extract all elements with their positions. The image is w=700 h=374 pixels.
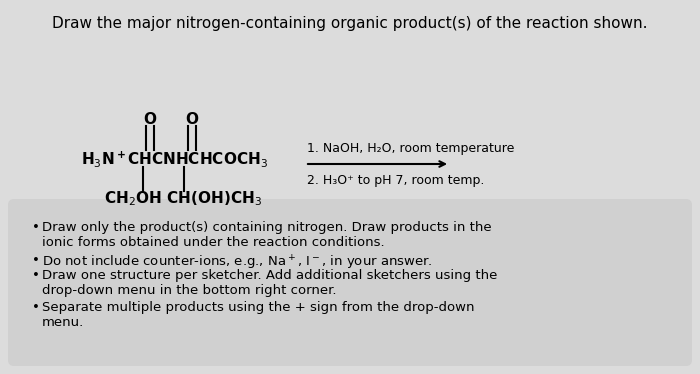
Text: H$_3$N$\mathregular{^+}$CHCNHCHCOCH$_3$: H$_3$N$\mathregular{^+}$CHCNHCHCOCH$_3$ xyxy=(81,149,269,169)
Text: 2. H₃O⁺ to pH 7, room temp.: 2. H₃O⁺ to pH 7, room temp. xyxy=(307,174,484,187)
Text: drop-down menu in the bottom right corner.: drop-down menu in the bottom right corne… xyxy=(42,284,337,297)
Text: 1. NaOH, H₂O, room temperature: 1. NaOH, H₂O, room temperature xyxy=(307,141,514,154)
Text: O: O xyxy=(186,111,199,126)
Text: Draw only the product(s) containing nitrogen. Draw products in the: Draw only the product(s) containing nitr… xyxy=(42,221,491,234)
Text: Separate multiple products using the + sign from the drop-down: Separate multiple products using the + s… xyxy=(42,301,475,314)
Text: •: • xyxy=(32,221,40,234)
Text: •: • xyxy=(32,269,40,282)
Text: Draw one structure per sketcher. Add additional sketchers using the: Draw one structure per sketcher. Add add… xyxy=(42,269,498,282)
Text: O: O xyxy=(144,111,157,126)
Text: Draw the major nitrogen-containing organic product(s) of the reaction shown.: Draw the major nitrogen-containing organ… xyxy=(52,16,648,31)
Text: menu.: menu. xyxy=(42,316,84,329)
Text: •: • xyxy=(32,254,40,267)
Text: CH$_2$OH CH(OH)CH$_3$: CH$_2$OH CH(OH)CH$_3$ xyxy=(104,190,262,208)
FancyBboxPatch shape xyxy=(8,199,692,366)
Text: ionic forms obtained under the reaction conditions.: ionic forms obtained under the reaction … xyxy=(42,236,384,249)
Text: Do not include counter-ions, e.g., Na$^+$, I$^-$, in your answer.: Do not include counter-ions, e.g., Na$^+… xyxy=(42,254,433,272)
Text: •: • xyxy=(32,301,40,314)
